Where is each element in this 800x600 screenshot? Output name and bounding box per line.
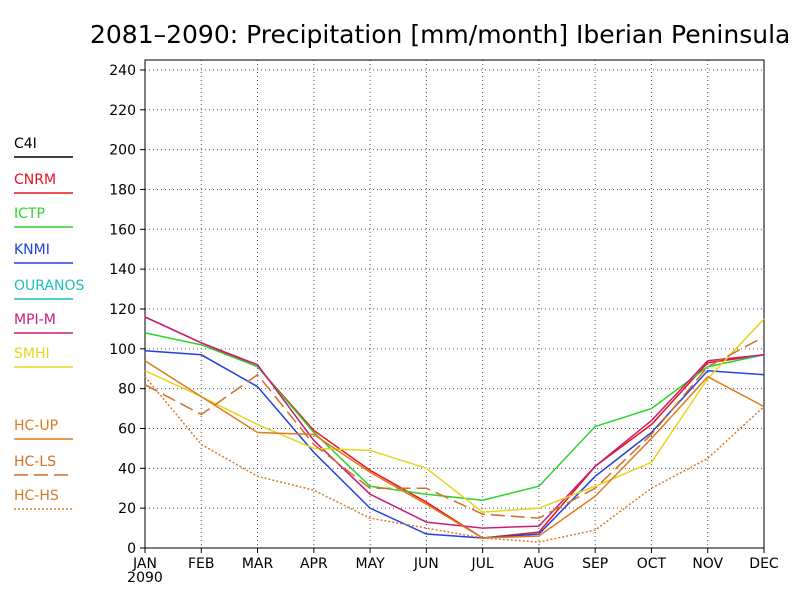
y-tick-label: 80	[118, 382, 136, 398]
legend-label-hc-hs: HC-HS	[14, 488, 59, 504]
x-tick-label: SEP	[582, 556, 608, 572]
y-tick-label: 200	[109, 143, 136, 159]
x-year-label: 2090	[127, 570, 163, 586]
legend-label-hc-up: HC-UP	[14, 418, 58, 434]
y-tick-label: 140	[109, 262, 136, 278]
series-line-ictp	[144, 332, 765, 501]
x-tick-label: NOV	[692, 556, 723, 572]
x-tick-label: JUN	[413, 556, 439, 572]
y-tick-label: 20	[118, 501, 136, 517]
legend-label-smhi: SMHI	[14, 346, 50, 362]
legend-label-ictp: ICTP	[14, 206, 45, 222]
series-lines	[144, 316, 765, 543]
legend-label-hc-ls: HC-LS	[14, 454, 56, 470]
legend-label-knmi: KNMI	[14, 242, 50, 258]
legend-label-ouranos: OURANOS	[14, 278, 84, 294]
chart-title: 2081–2090: Precipitation [mm/month] Iber…	[90, 20, 800, 49]
x-tick-label: DEC	[749, 556, 779, 572]
series-line-hc-ls	[144, 336, 765, 519]
y-tick-label: 120	[109, 302, 136, 318]
series-line-smhi	[144, 318, 765, 513]
legend-label-c4i: C4I	[14, 136, 37, 152]
x-tick-label: OCT	[637, 556, 667, 572]
series-line-hc-up	[144, 360, 765, 539]
x-tick-label: JUL	[471, 556, 494, 572]
x-tick-label: MAR	[242, 556, 274, 572]
y-tick-label: 160	[109, 222, 136, 238]
series-line-knmi	[144, 350, 765, 539]
axes: 0 20 40 60 80 100 120 140 160 180 200 220 240 JAN FEB M…	[109, 59, 779, 586]
x-tick-label: JAN	[132, 556, 157, 572]
y-tick-label: 240	[109, 63, 136, 79]
series-line-mpi-m	[144, 316, 765, 529]
y-tick-label: 180	[109, 182, 136, 198]
x-tick-label: APR	[300, 556, 328, 572]
series-line-hc-hs	[144, 376, 765, 543]
y-tick-label: 40	[118, 461, 136, 477]
y-tick-label: 220	[109, 103, 136, 119]
legend-label-mpi-m: MPI-M	[14, 312, 56, 328]
x-tick-label: FEB	[188, 556, 215, 572]
grid	[145, 60, 764, 548]
y-tick-label: 0	[127, 541, 136, 557]
x-tick-label: AUG	[524, 556, 555, 572]
y-tick-label: 100	[109, 342, 136, 358]
legend: C4I CNRM ICTP KNMI OURANOS MPI-M SMHI HC-UP HC-L…	[14, 136, 84, 510]
x-tick-label: MAY	[356, 556, 386, 572]
legend-label-cnrm: CNRM	[14, 172, 56, 188]
series-line-cnrm	[144, 316, 765, 539]
plot-frame	[144, 59, 765, 549]
y-tick-label: 60	[118, 421, 136, 437]
